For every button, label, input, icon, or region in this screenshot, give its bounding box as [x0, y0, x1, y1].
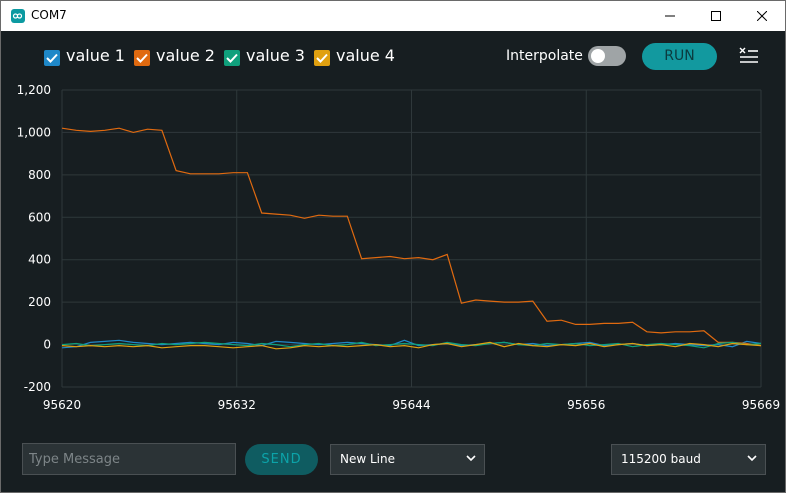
chevron-down-icon: [747, 455, 757, 462]
window-title: COM7: [31, 8, 67, 22]
baud-rate-value: 115200 baud: [621, 452, 701, 466]
y-tick-label: 1,000: [17, 125, 51, 139]
checkbox-value-4[interactable]: [314, 50, 330, 66]
arduino-app-icon: [11, 9, 25, 23]
y-tick-label: 600: [28, 210, 51, 224]
run-button[interactable]: RUN: [642, 43, 717, 70]
interpolate-label: Interpolate: [506, 48, 583, 64]
plot-area: 1,200 1,000 800 600 400 200 0 -200 95620 95632 956…: [17, 83, 780, 412]
checkbox-value-1[interactable]: [44, 50, 60, 66]
x-tick-label: 95669: [742, 398, 780, 412]
chevron-down-icon: [466, 455, 476, 462]
baud-rate-select[interactable]: 115200 baud: [611, 444, 766, 475]
minimize-button[interactable]: [647, 1, 693, 31]
line-ending-value: New Line: [340, 452, 395, 466]
title-bar: COM7: [1, 1, 785, 31]
legend-label: value 4: [336, 46, 395, 65]
x-tick-label: 95656: [567, 398, 605, 412]
y-tick-label: 1,200: [17, 83, 51, 97]
legend-label: value 1: [66, 46, 125, 65]
x-tick-label: 95632: [218, 398, 256, 412]
x-tick-label: 95620: [43, 398, 81, 412]
maximize-button[interactable]: [693, 1, 739, 31]
y-tick-label: 800: [28, 168, 51, 182]
y-tick-label: 200: [28, 295, 51, 309]
send-button[interactable]: SEND: [245, 444, 318, 475]
line-ending-select[interactable]: New Line: [330, 444, 485, 475]
close-button[interactable]: [739, 1, 785, 31]
message-input[interactable]: [22, 443, 236, 475]
series-line-value-4: [61, 341, 762, 350]
y-tick-label: 400: [28, 253, 51, 267]
legend-label: value 2: [156, 46, 215, 65]
legend-label: value 3: [246, 46, 305, 65]
checkbox-value-2[interactable]: [134, 50, 150, 66]
toggle-knob: [591, 49, 605, 63]
y-tick-label: 0: [43, 338, 51, 352]
series-line-value-2: [61, 127, 762, 347]
checkbox-value-3[interactable]: [224, 50, 240, 66]
x-tick-label: 95644: [392, 398, 430, 412]
clear-menu-icon[interactable]: [738, 45, 760, 67]
y-tick-label: -200: [24, 380, 51, 394]
interpolate-toggle[interactable]: [588, 46, 626, 66]
